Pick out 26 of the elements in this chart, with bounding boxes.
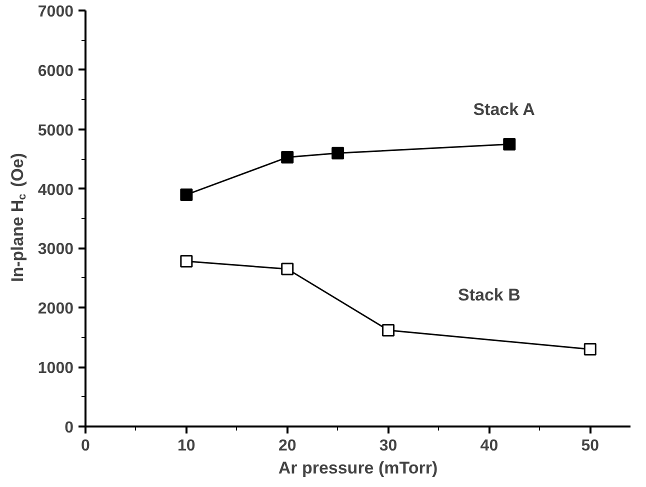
- y-tick-label: 0: [64, 420, 74, 436]
- x-tick-label: 50: [581, 438, 600, 454]
- y-tick-label: 4000: [38, 182, 74, 199]
- x-tick-label: 40: [480, 438, 498, 454]
- point: [180, 255, 193, 268]
- point: [503, 138, 516, 150]
- y-tick-label: 6000: [38, 62, 74, 80]
- x-tick-label: 30: [379, 438, 398, 454]
- series-label: Stack B: [458, 286, 520, 305]
- series-label: Stack A: [473, 100, 535, 120]
- y-tick-label: 3000: [38, 241, 74, 258]
- point: [332, 146, 344, 160]
- x-tick-label: 0: [81, 438, 90, 454]
- x-tick-label: 10: [178, 438, 196, 454]
- point: [281, 262, 294, 276]
- point: [382, 324, 395, 336]
- y-axis-title: In-plane Hc (Oe): [8, 152, 28, 282]
- x-tick-label: 20: [278, 438, 296, 454]
- point: [584, 342, 596, 356]
- y-tick-label: 5000: [38, 122, 74, 140]
- point: [281, 151, 294, 164]
- y-tick-label: 7000: [38, 4, 74, 20]
- y-tick-label: 1000: [38, 360, 74, 378]
- y-tick-label: 2000: [38, 300, 74, 318]
- point: [180, 188, 193, 201]
- x-axis-title: Ar pressure (mTorr): [278, 458, 438, 478]
